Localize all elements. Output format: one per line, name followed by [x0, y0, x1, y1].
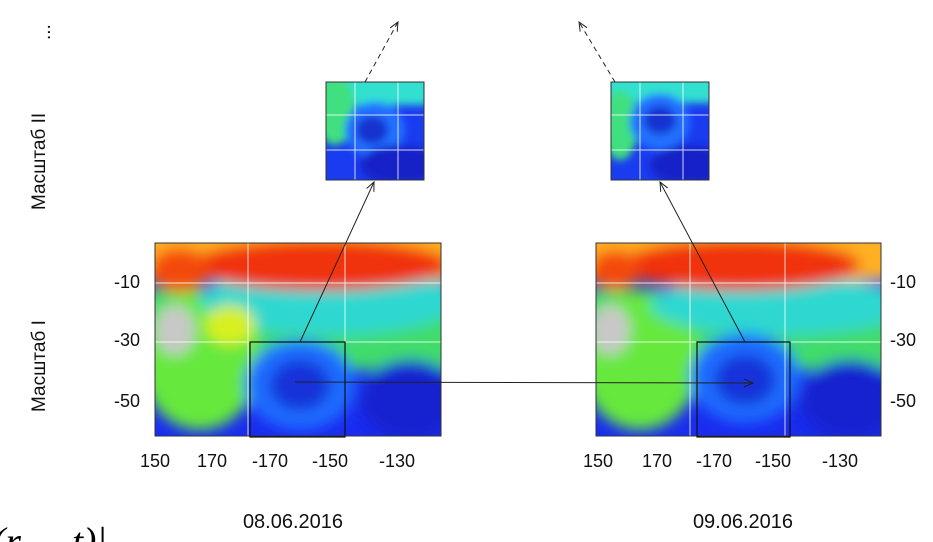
x-tick-label: -130 — [822, 451, 858, 471]
x-tick-label: 170 — [642, 451, 672, 471]
x-tick-label: -170 — [252, 451, 288, 471]
y-tick-label: -50 — [114, 391, 140, 411]
x-tick-label: -130 — [379, 451, 415, 471]
ellipsis: ... — [34, 24, 55, 40]
y-tick-label: -10 — [890, 272, 916, 292]
date-label: 08.06.2016 — [243, 511, 343, 533]
formula: (r⃗, t)| — [0, 519, 107, 542]
y-tick-label: -10 — [114, 272, 140, 292]
x-tick-label: -170 — [696, 451, 732, 471]
x-tick-label: -150 — [755, 451, 791, 471]
x-tick-label: 170 — [197, 451, 227, 471]
left-map — [140, 230, 460, 440]
y-tick-label: -50 — [890, 391, 916, 411]
right-map — [580, 230, 910, 440]
figure: ... Масштаб II Масштаб I — [0, 0, 933, 542]
right-zoom-image — [602, 75, 730, 185]
x-tick-label: 150 — [140, 451, 170, 471]
y-tick-label: -30 — [890, 330, 916, 350]
left-zoom-image — [315, 75, 440, 185]
scale-1-label: Масштаб I — [29, 320, 50, 412]
scale-2-label: Масштаб II — [29, 113, 50, 210]
date-label: 09.06.2016 — [693, 511, 793, 533]
y-tick-label: -30 — [114, 330, 140, 350]
x-tick-label: 150 — [583, 451, 613, 471]
x-tick-label: -150 — [312, 451, 348, 471]
